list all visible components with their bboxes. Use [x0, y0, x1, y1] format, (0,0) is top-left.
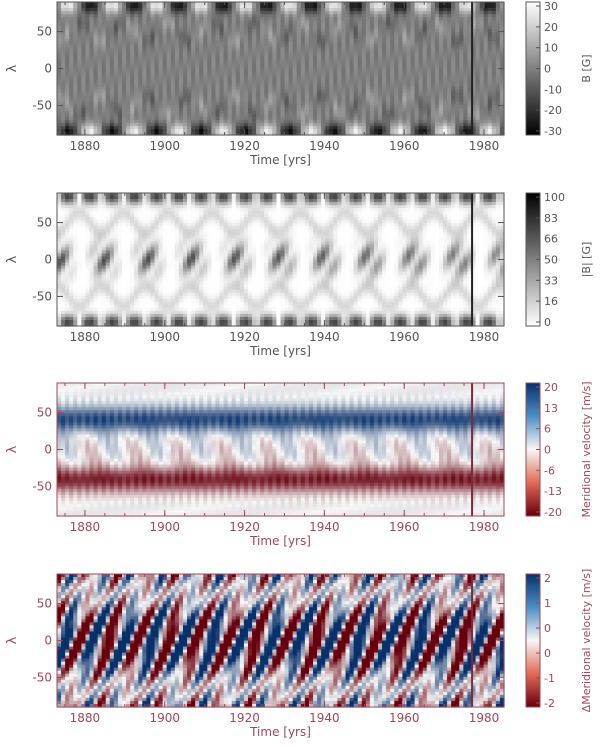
colorbar-tick-label: -10	[544, 83, 562, 96]
x-tick-label: 1900	[149, 139, 180, 153]
y-tick-label: 0	[44, 443, 52, 457]
colorbar-tick-label: 30	[544, 0, 558, 13]
x-tick-label: 1920	[229, 520, 260, 534]
colorbar-tick-label: 66	[544, 233, 558, 246]
y-tick-label: -50	[32, 670, 52, 684]
colorbar-tick-label: 0	[544, 622, 551, 635]
colorbar-tick-label: 10	[544, 42, 558, 55]
colorbar-tick-label: -30	[544, 125, 562, 138]
x-tick-label: 1880	[70, 711, 101, 725]
heatmap-2	[57, 193, 505, 327]
colorbar-tick-label: 100	[544, 191, 565, 204]
x-tick-label: 1920	[229, 711, 260, 725]
y-tick-label: 50	[37, 25, 52, 39]
y-tick-label: 50	[37, 216, 52, 230]
colorbar-tick-label: 20	[544, 381, 558, 394]
y-tick-label: -50	[32, 479, 52, 493]
x-tick-label: 1960	[389, 330, 420, 344]
x-axis-label: Time [yrs]	[249, 534, 311, 548]
x-tick-label: 1920	[229, 330, 260, 344]
x-tick-label: 1980	[469, 711, 500, 725]
panel-3: 1880 1900 1920 1940 1960 1980 50 0 -50 Time [yrs]…	[5, 381, 593, 548]
y-axis-label: λ	[5, 64, 20, 72]
colorbar-tick-label: 20	[544, 21, 558, 34]
x-tick-label: 1980	[469, 139, 500, 153]
panel-4: 1880 1900 1920 1940 1960 1980 50 0 -50 Time [yrs]…	[5, 569, 593, 739]
y-tick-label: 0	[44, 634, 52, 648]
heatmap-1	[57, 2, 505, 136]
y-tick-label: -50	[32, 98, 52, 112]
x-tick-label: 1940	[309, 711, 340, 725]
x-axis-label: Time [yrs]	[249, 153, 311, 167]
heatmap-4	[57, 574, 505, 708]
x-tick-label: 1980	[469, 520, 500, 534]
colorbar-tick-label: 0	[544, 63, 551, 76]
y-tick-label: -50	[32, 289, 52, 303]
y-tick-label: 50	[37, 406, 52, 420]
colorbar-tick-label: 83	[544, 212, 558, 225]
colorbar-tick-label: 6	[544, 423, 551, 436]
x-axis-label: Time [yrs]	[249, 344, 311, 358]
heatmap-3	[57, 383, 505, 517]
colorbar-tick-label: 16	[544, 295, 558, 308]
y-tick-label: 0	[44, 253, 52, 267]
x-tick-label: 1960	[389, 139, 420, 153]
x-tick-label: 1940	[309, 330, 340, 344]
colorbar-tick-label: 33	[544, 274, 558, 287]
colorbar-tick-label: 50	[544, 254, 558, 267]
colorbar-label: ΔMeridional velocity [m/s]	[580, 569, 593, 713]
x-tick-label: 1900	[149, 520, 180, 534]
colorbar-tick-label: -13	[544, 485, 562, 498]
colorbar-tick-label: -6	[544, 464, 555, 477]
colorbar-tick-label: 0	[544, 316, 551, 329]
x-tick-label: 1940	[309, 520, 340, 534]
colorbar-tick-label: 0	[544, 444, 551, 457]
y-axis-label: λ	[5, 255, 20, 263]
y-tick-label: 50	[37, 597, 52, 611]
x-tick-label: 1960	[389, 711, 420, 725]
colorbar-label: B [G]	[580, 54, 593, 82]
colorbar-tick-label: 0	[544, 647, 551, 660]
y-tick-label: 0	[44, 62, 52, 76]
panel-1: 1880 1900 1920 1940 1960 1980 50 0 -50 Time [yrs]…	[5, 0, 593, 167]
colorbar-tick-label: 2	[544, 572, 551, 585]
colorbar-tick-label: 1	[544, 597, 551, 610]
panel-2: 1880 1900 1920 1940 1960 1980 50 0 -50 Time [yrs]…	[5, 191, 593, 358]
colorbar-tick-label: -20	[544, 104, 562, 117]
x-tick-label: 1880	[70, 139, 101, 153]
x-axis-label: Time [yrs]	[249, 725, 311, 739]
colorbar-tick-label: -20	[544, 506, 562, 519]
colorbar-4	[526, 574, 540, 707]
colorbar-tick-label: 13	[544, 402, 558, 415]
colorbar-tick-label: -2	[544, 697, 555, 710]
x-tick-label: 1880	[70, 330, 101, 344]
colorbar-tick-label: -1	[544, 672, 555, 685]
x-tick-label: 1980	[469, 330, 500, 344]
x-tick-label: 1960	[389, 520, 420, 534]
x-tick-label: 1880	[70, 520, 101, 534]
x-tick-label: 1900	[149, 711, 180, 725]
x-tick-label: 1900	[149, 330, 180, 344]
x-tick-label: 1920	[229, 139, 260, 153]
y-axis-label: λ	[5, 636, 20, 644]
colorbar-label: |B| [G]	[580, 242, 593, 278]
x-tick-label: 1940	[309, 139, 340, 153]
colorbar-label: Meridional velocity [m/s]	[580, 381, 593, 517]
y-axis-label: λ	[5, 445, 20, 453]
